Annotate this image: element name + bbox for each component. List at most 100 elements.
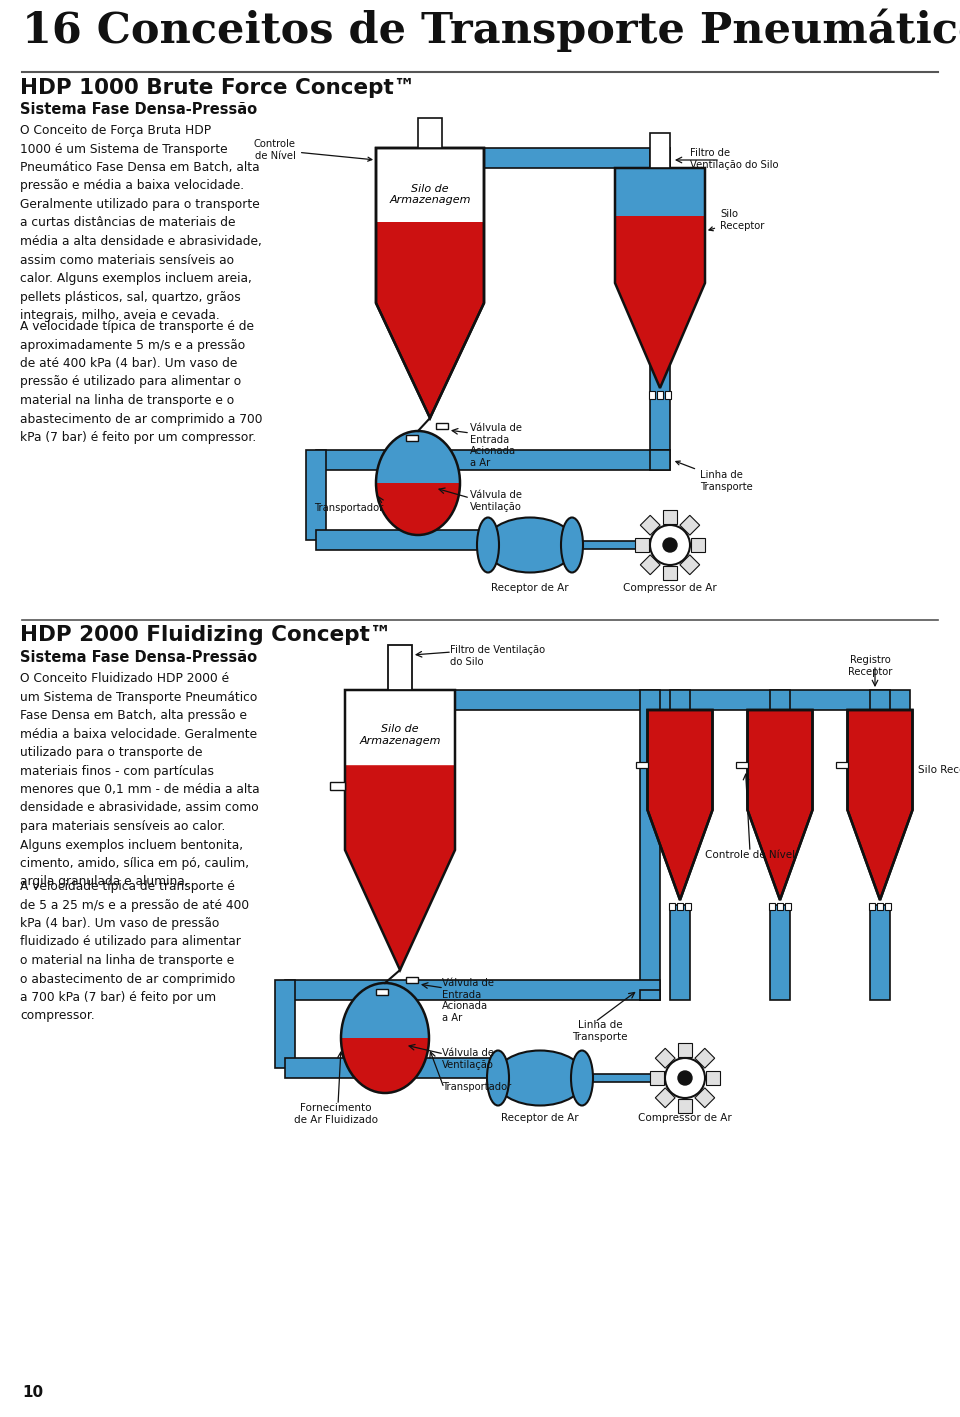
Text: Silo
Receptor: Silo Receptor (709, 208, 764, 231)
Bar (640, 990, 660, 1000)
Bar (835, 762, 848, 768)
Text: Válvula de
Entrada
Acionada
a Ar: Válvula de Entrada Acionada a Ar (442, 978, 494, 1023)
Bar (640, 555, 660, 575)
Polygon shape (376, 303, 484, 418)
Bar (695, 1088, 714, 1108)
Bar (436, 424, 448, 429)
Bar (406, 976, 418, 983)
Bar (306, 451, 326, 540)
Ellipse shape (571, 1050, 593, 1105)
Polygon shape (748, 710, 812, 811)
Polygon shape (647, 710, 712, 811)
Bar (769, 903, 775, 910)
Ellipse shape (477, 517, 499, 572)
Bar (649, 391, 655, 400)
Polygon shape (376, 147, 484, 222)
Bar (484, 147, 670, 169)
Bar (316, 530, 480, 550)
Text: Válvula de
Entrada
Acionada
a Ar: Válvula de Entrada Acionada a Ar (470, 424, 522, 468)
Polygon shape (376, 222, 484, 303)
Bar (663, 510, 677, 524)
Polygon shape (615, 169, 705, 388)
Bar (770, 905, 790, 1000)
Bar (656, 1088, 675, 1108)
Polygon shape (345, 690, 455, 971)
Bar (650, 133, 670, 169)
Ellipse shape (495, 1050, 585, 1105)
Bar (455, 690, 910, 710)
Bar (418, 118, 442, 147)
Bar (680, 516, 700, 536)
Polygon shape (848, 710, 913, 900)
Bar (650, 1071, 664, 1085)
Text: HDP 1000 Brute Force Concept™: HDP 1000 Brute Force Concept™ (20, 78, 416, 98)
Circle shape (663, 538, 677, 553)
Bar (770, 690, 790, 710)
Bar (330, 782, 345, 791)
Text: A velocidade típica de transporte é
de 5 a 25 m/s e a pressão de até 400
kPa (4 : A velocidade típica de transporte é de 5… (20, 880, 250, 1023)
Polygon shape (748, 811, 812, 900)
Bar (870, 690, 890, 710)
Bar (869, 903, 875, 910)
Bar (650, 147, 670, 451)
Text: O Conceito Fluidizado HDP 2000 é
um Sistema de Transporte Pneumático
Fase Densa : O Conceito Fluidizado HDP 2000 é um Sist… (20, 672, 259, 888)
Text: 16 Conceitos de Transporte Pneumático: 16 Conceitos de Transporte Pneumático (22, 9, 960, 51)
Bar (706, 1071, 720, 1085)
Text: Fornecimento
de Ar Fluidizado: Fornecimento de Ar Fluidizado (294, 1102, 378, 1125)
Text: 10: 10 (22, 1384, 43, 1400)
Text: Silo Receptor: Silo Receptor (918, 765, 960, 775)
Polygon shape (615, 169, 705, 217)
Bar (870, 905, 890, 1000)
Text: Válvula de
Ventilação: Válvula de Ventilação (470, 490, 522, 512)
Bar (316, 451, 670, 470)
Bar (275, 981, 295, 1068)
Bar (663, 565, 677, 580)
Text: Receptor de Ar: Receptor de Ar (492, 582, 569, 592)
Text: Silo de
Armazenagem: Silo de Armazenagem (359, 724, 441, 745)
Text: Registro
Receptor: Registro Receptor (848, 655, 892, 676)
Text: Sistema Fase Densa-Pressão: Sistema Fase Densa-Pressão (20, 102, 257, 118)
Circle shape (650, 526, 690, 565)
Polygon shape (647, 710, 712, 900)
Bar (670, 905, 690, 1000)
Ellipse shape (376, 431, 460, 536)
Polygon shape (345, 765, 455, 971)
Ellipse shape (561, 517, 583, 572)
Polygon shape (647, 710, 712, 900)
Bar (636, 762, 647, 768)
Polygon shape (848, 710, 913, 811)
Polygon shape (647, 760, 712, 900)
Ellipse shape (341, 983, 429, 1093)
Text: Linha de
Transporte: Linha de Transporte (572, 1020, 628, 1041)
Circle shape (665, 1058, 705, 1098)
Bar (735, 762, 748, 768)
Polygon shape (376, 431, 460, 483)
Text: Compressor de Ar: Compressor de Ar (638, 1112, 732, 1124)
Text: Linha de
Transporte: Linha de Transporte (676, 461, 753, 492)
Circle shape (678, 1071, 692, 1085)
Bar (695, 1049, 714, 1068)
Polygon shape (615, 217, 705, 283)
Ellipse shape (485, 517, 575, 572)
Bar (670, 690, 690, 710)
Bar (406, 435, 418, 441)
Text: O Conceito de Força Bruta HDP
1000 é um Sistema de Transporte
Pneumático Fase De: O Conceito de Força Bruta HDP 1000 é um … (20, 125, 262, 322)
Text: Controle
de Nível: Controle de Nível (254, 139, 372, 162)
Text: A velocidade típica de transporte é de
aproximadamente 5 m/s e a pressão
de até : A velocidade típica de transporte é de a… (20, 320, 262, 444)
Polygon shape (748, 710, 812, 900)
Bar (777, 903, 783, 910)
Bar (635, 538, 649, 553)
Polygon shape (848, 760, 913, 900)
Bar (785, 903, 791, 910)
Bar (691, 538, 705, 553)
Text: Válvula de
Ventilação: Válvula de Ventilação (442, 1049, 494, 1070)
Text: Controle de Nível: Controle de Nível (705, 850, 795, 860)
Bar (376, 989, 388, 995)
Polygon shape (376, 147, 484, 418)
Polygon shape (376, 483, 460, 536)
Polygon shape (848, 811, 913, 900)
Bar (665, 391, 671, 400)
Bar (678, 1100, 692, 1112)
Bar (680, 555, 700, 575)
Bar (657, 391, 663, 400)
